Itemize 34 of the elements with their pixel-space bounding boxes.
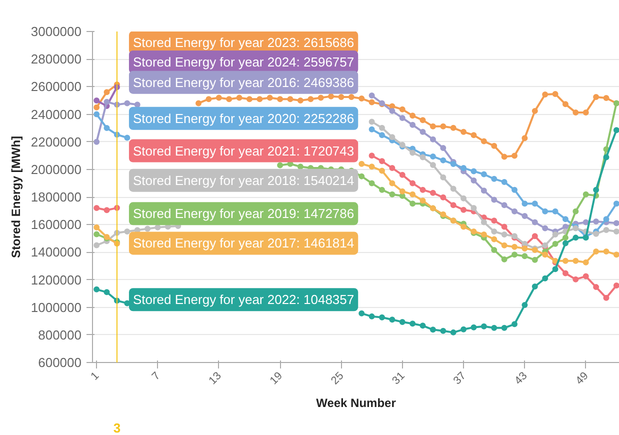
- x-tick-label: 1: [88, 370, 102, 383]
- x-tick-label: 25: [329, 370, 346, 388]
- ref-line-label: 3: [113, 420, 121, 435]
- x-tick-label: 43: [512, 370, 530, 388]
- y-axis-title: Stored Energy [MWh]: [8, 136, 23, 258]
- y-tick-label: 2400000: [30, 106, 82, 122]
- y-tick-label: 2600000: [30, 79, 82, 94]
- x-tick-label: 7: [150, 370, 163, 383]
- x-tick-label: 19: [268, 370, 286, 388]
- y-tick-label: 1200000: [30, 272, 82, 288]
- y-tick-label: 800000: [38, 327, 82, 342]
- y-tick-label: 1800000: [30, 190, 82, 204]
- annotation: Stored Energy for year 2019: 1472786: [132, 206, 354, 222]
- annotation: Stored Energy for year 2018: 1540214: [132, 172, 354, 188]
- annotation: Stored Energy for year 2017: 1461814: [132, 236, 354, 251]
- y-tick-label: 2800000: [30, 52, 82, 67]
- x-tick-label: 37: [451, 370, 468, 388]
- y-tick-label: 3000000: [30, 24, 82, 39]
- annotation: Stored Energy for year 2022: 1048357: [132, 292, 354, 308]
- x-axis-title: Week Number: [316, 396, 396, 410]
- y-tick-label: 2200000: [30, 134, 82, 150]
- y-tick-label: 1600000: [30, 217, 82, 232]
- annotation: Stored Energy for year 2021: 1720743: [132, 143, 354, 158]
- y-tick-label: 600000: [38, 355, 82, 370]
- y-tick-label: 1000000: [30, 300, 82, 315]
- x-tick-label: 49: [574, 370, 591, 388]
- annotation: Stored Energy for year 2016: 2469386: [132, 74, 354, 90]
- y-tick-label: 1400000: [30, 244, 82, 260]
- annotation: Stored Energy for year 2023: 2615686: [132, 35, 354, 50]
- annotation: Stored Energy for year 2020: 2252286: [132, 110, 354, 126]
- y-tick-label: 2000000: [30, 162, 82, 177]
- x-tick-label: 13: [206, 370, 224, 388]
- x-tick-label: 31: [390, 370, 408, 388]
- annotation: Stored Energy for year 2024: 2596757: [132, 54, 354, 70]
